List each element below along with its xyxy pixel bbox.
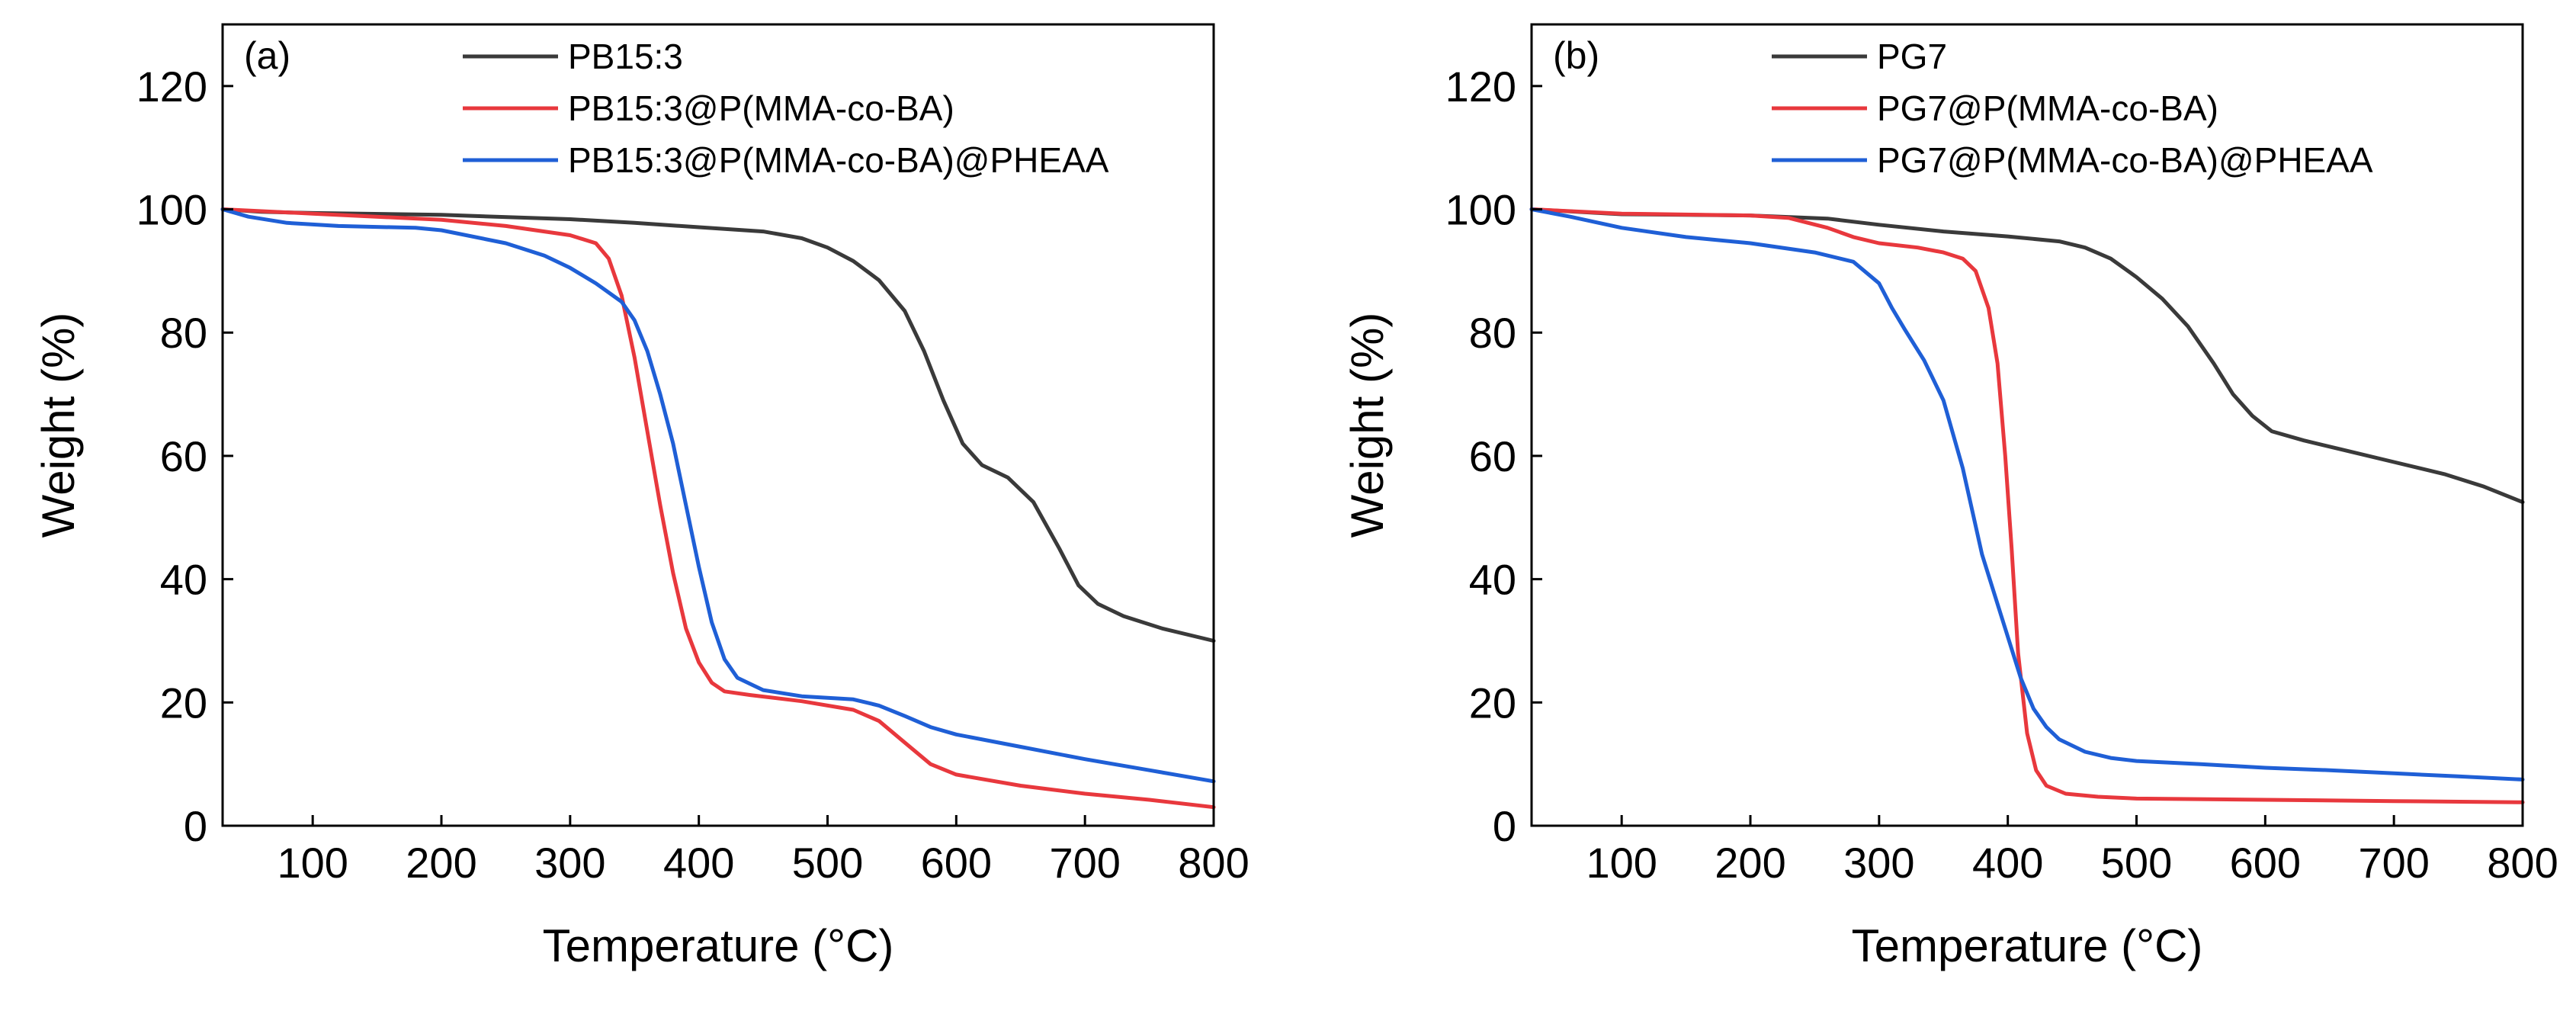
y-tick-label: 100 — [136, 186, 207, 234]
y-tick-label: 20 — [160, 679, 207, 727]
x-tick-label: 400 — [663, 839, 734, 887]
x-tick-label: 300 — [534, 839, 605, 887]
x-tick-label: 500 — [2101, 839, 2172, 887]
series-line-2 — [220, 207, 1216, 810]
legend-label-3: PB15:3@P(MMA-co-BA)@PHEAA — [568, 140, 1109, 180]
series-line-3 — [1529, 207, 2525, 782]
x-axis-title: Temperature (°C) — [1852, 920, 2203, 971]
x-tick-label: 100 — [277, 839, 348, 887]
x-tick-label: 800 — [1178, 839, 1249, 887]
x-tick-label: 700 — [1049, 839, 1120, 887]
y-tick-label: 40 — [1469, 556, 1516, 604]
legend-label-2: PG7@P(MMA-co-BA) — [1877, 88, 2218, 128]
x-tick-label: 400 — [1972, 839, 2043, 887]
y-tick-label: 20 — [1469, 679, 1516, 727]
y-tick-label: 80 — [160, 309, 207, 357]
panel-label: (a) — [244, 34, 290, 77]
x-tick-label: 500 — [792, 839, 863, 887]
series-line-2 — [1529, 207, 2525, 804]
legend-label-1: PB15:3 — [568, 37, 683, 76]
series-line-3 — [220, 207, 1216, 784]
y-tick-label: 100 — [1445, 186, 1516, 234]
series-line-1 — [220, 207, 1216, 643]
series-line-1 — [1529, 207, 2525, 505]
legend-label-3: PG7@P(MMA-co-BA)@PHEAA — [1877, 140, 2373, 180]
panel-label: (b) — [1553, 34, 1599, 77]
x-tick-label: 100 — [1586, 839, 1657, 887]
panel-a: 100 200 300 400 500 600 700 800 0 20 40 60 80 100 120 T… — [33, 23, 1250, 971]
x-tick-label: 700 — [2358, 839, 2429, 887]
y-axis-title: Weight (%) — [1342, 313, 1393, 538]
y-axis-title: Weight (%) — [33, 313, 84, 538]
y-tick-label: 60 — [1469, 432, 1516, 480]
y-tick-label: 0 — [1493, 802, 1516, 850]
x-tick-label: 800 — [2487, 839, 2558, 887]
y-tick-label: 120 — [1445, 63, 1516, 111]
y-tick-label: 40 — [160, 556, 207, 604]
x-tick-label: 600 — [2230, 839, 2301, 887]
x-axis-title: Temperature (°C) — [543, 920, 894, 971]
panel-b: 100 200 300 400 500 600 700 800 0 20 40 60 80 100 120 T… — [1342, 23, 2558, 971]
plot-frame — [1530, 23, 2524, 827]
x-tick-label: 300 — [1843, 839, 1914, 887]
legend-label-2: PB15:3@P(MMA-co-BA) — [568, 88, 954, 128]
legend-label-1: PG7 — [1877, 37, 1947, 76]
y-tick-label: 80 — [1469, 309, 1516, 357]
y-tick-label: 120 — [136, 63, 207, 111]
y-tick-label: 0 — [184, 802, 207, 850]
y-tick-label: 60 — [160, 432, 207, 480]
x-tick-label: 600 — [921, 839, 992, 887]
x-tick-label: 200 — [406, 839, 476, 887]
plot-frame — [221, 23, 1215, 827]
x-tick-label: 200 — [1715, 839, 1785, 887]
